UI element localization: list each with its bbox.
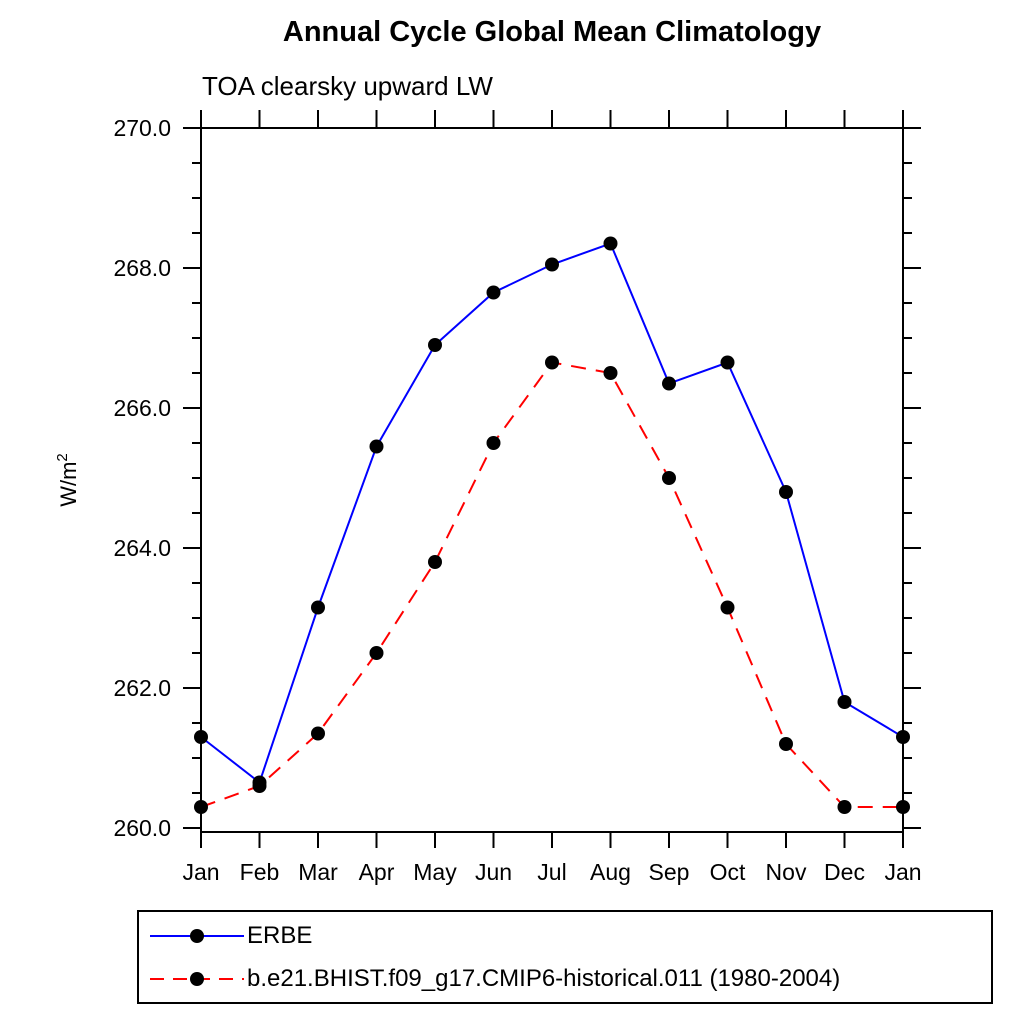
data-point-marker	[837, 800, 852, 814]
x-axis-tick-label: Sep	[649, 859, 690, 885]
data-point-marker	[486, 436, 501, 450]
y-axis-label: W/m2	[54, 453, 81, 507]
plot-frame	[200, 127, 904, 833]
data-point-marker	[837, 695, 852, 709]
data-point-marker	[545, 257, 559, 272]
x-axis-tick-label: Nov	[766, 859, 807, 885]
x-axis-tick-label: Mar	[298, 859, 338, 885]
x-axis-tick-label: Aug	[590, 859, 631, 885]
data-point-marker	[603, 236, 618, 251]
legend-item-model: b.e21.BHIST.f09_g17.CMIP6-historical.011…	[145, 965, 991, 993]
x-axis-tick-label: Apr	[359, 859, 395, 885]
y-axis-tick-label: 266.0	[113, 395, 171, 421]
data-point-marker	[779, 485, 793, 499]
legend-line-sample-solid	[150, 928, 244, 943]
x-axis-tick-label: Jun	[475, 859, 512, 885]
y-axis-tick-label: 262.0	[113, 675, 171, 701]
data-point-marker	[896, 730, 910, 744]
data-point-marker	[194, 800, 208, 814]
series-line-1	[200, 361, 903, 808]
data-point-marker	[428, 338, 442, 352]
data-point-marker	[545, 355, 559, 370]
x-axis-tick-label: Oct	[710, 859, 746, 885]
y-axis-tick-label: 260.0	[113, 815, 171, 841]
data-point-marker	[428, 555, 442, 569]
legend-line-sample-dashed	[150, 971, 244, 986]
legend-marker-dot	[190, 971, 204, 986]
data-point-marker	[369, 439, 384, 454]
data-point-marker	[896, 800, 910, 814]
data-point-marker	[369, 646, 384, 660]
y-axis-tick-label: 268.0	[113, 255, 171, 281]
data-point-marker	[662, 376, 676, 391]
x-axis-tick-label: May	[413, 859, 457, 885]
data-point-marker	[662, 471, 676, 485]
legend-item-erbe: ERBE	[145, 922, 991, 950]
data-point-marker	[779, 737, 793, 751]
data-point-marker	[311, 600, 325, 615]
x-axis-tick-label: Dec	[824, 859, 865, 885]
data-point-marker	[720, 355, 735, 370]
x-axis-tick-label: Jan	[182, 859, 219, 885]
data-point-marker	[720, 600, 735, 615]
legend-label-model: b.e21.BHIST.f09_g17.CMIP6-historical.011…	[247, 964, 841, 992]
data-point-marker	[311, 726, 325, 741]
y-axis-tick-label: 264.0	[113, 535, 171, 561]
legend-label-erbe: ERBE	[247, 921, 313, 949]
x-axis-tick-label: Jul	[537, 859, 566, 885]
data-point-marker	[486, 285, 501, 300]
chart-title: Annual Cycle Global Mean Climatology	[282, 16, 822, 48]
chart-subtitle: TOA clearsky upward LW	[202, 71, 493, 101]
series-line-0	[200, 242, 904, 785]
data-point-marker	[252, 779, 267, 793]
data-point-marker	[194, 730, 208, 744]
x-axis-tick-label: Jan	[884, 859, 921, 885]
x-axis-tick-label: Feb	[240, 859, 280, 885]
y-axis-tick-label: 270.0	[113, 115, 171, 141]
data-point-marker	[603, 366, 618, 380]
legend-marker-dot	[190, 928, 204, 943]
legend: ERBE b.e21.BHIST.f09_g17.CMIP6-historica…	[137, 910, 993, 1004]
